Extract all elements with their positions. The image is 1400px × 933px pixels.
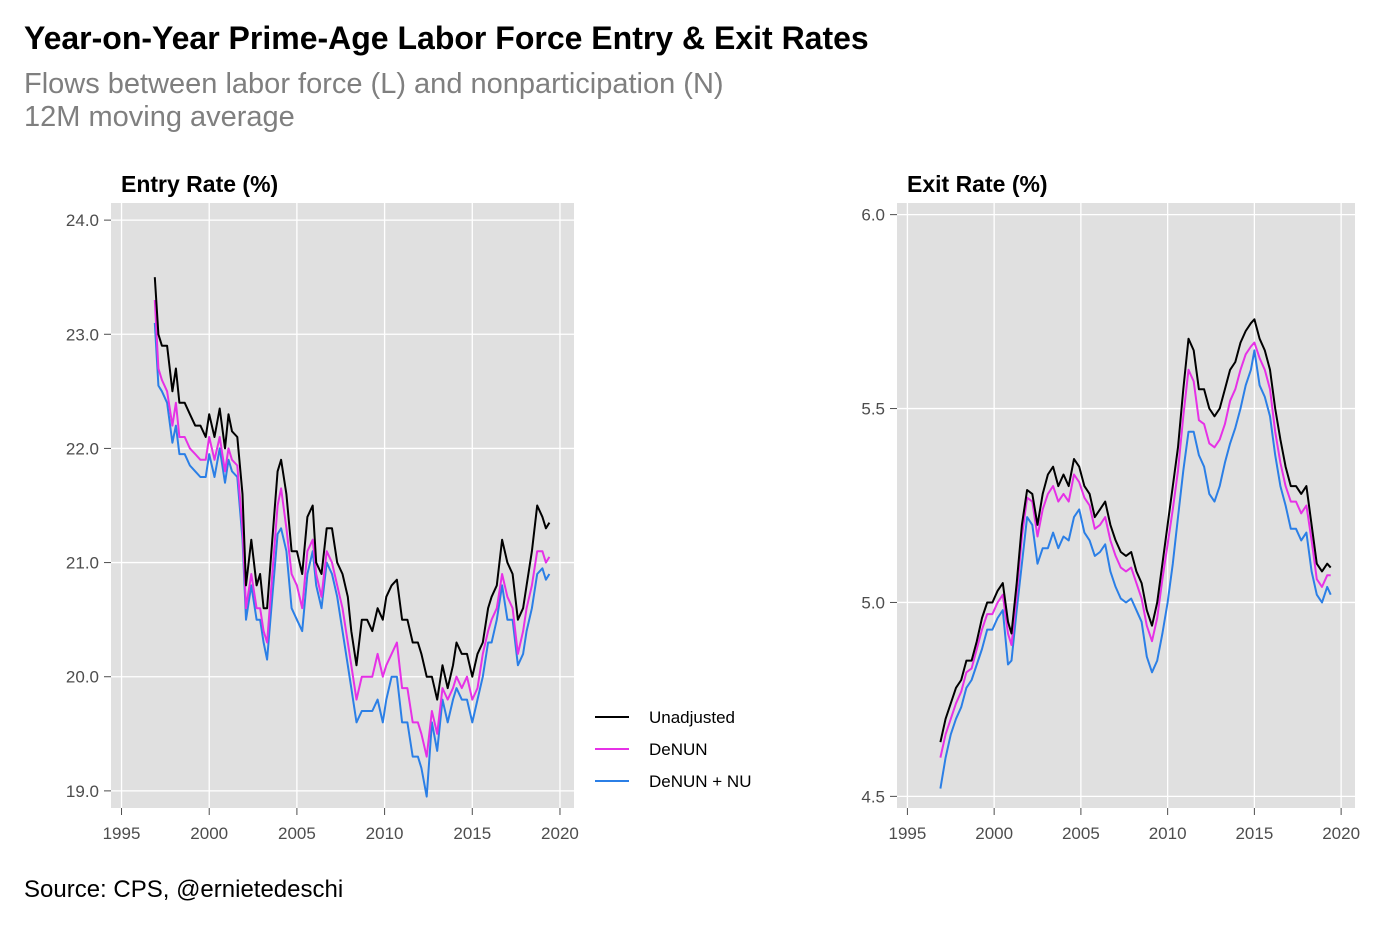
- panel-2-x-tick-label: 2020: [1322, 824, 1360, 843]
- panel-2-x-tick-label: 2000: [975, 824, 1013, 843]
- panel-2-y-tick-label: 4.5: [861, 787, 885, 806]
- panel-1-x-tick-label: 2010: [366, 824, 404, 843]
- panel-1-x-tick-label: 2015: [453, 824, 491, 843]
- panel-1-x-tick-label: 2000: [190, 824, 228, 843]
- panel-1-y-tick-label: 23.0: [66, 325, 99, 344]
- chart-title: Year-on-Year Prime-Age Labor Force Entry…: [24, 20, 869, 56]
- panel-2: 4.5 5.0 5.5 6.0 1995 2000 2005 2010 2015 2020 Exit…: [861, 171, 1360, 843]
- panel-1: 19.0 20.0 21.0 22.0 23.0 24.0 1995 2000 2005 2010…: [66, 171, 579, 843]
- subtitle-line-2: 12M moving average: [24, 101, 295, 133]
- legend-label-unadjusted: Unadjusted: [649, 708, 735, 727]
- panel-1-series-denun: [153, 299, 551, 758]
- panel-2-x-tick-label: 2010: [1149, 824, 1187, 843]
- panel-2-x-tick-label: 2005: [1062, 824, 1100, 843]
- panel-2-title: Exit Rate (%): [907, 171, 1048, 197]
- panel-1-series-denun-nu: [153, 322, 551, 798]
- panel-2-x-tick-label: 1995: [888, 824, 926, 843]
- panel-1-y-tick-label: 21.0: [66, 554, 99, 573]
- panel-1-background: [111, 203, 574, 808]
- chart-subtitle: Flows between labor force (L) and nonpar…: [24, 68, 724, 134]
- panel-1-y-tick-label: 20.0: [66, 668, 99, 687]
- panel-2-series-denun-nu: [939, 349, 1332, 789]
- panel-1-x-tick-label: 2005: [278, 824, 316, 843]
- subtitle-line-1: Flows between labor force (L) and nonpar…: [24, 68, 724, 100]
- panel-2-y-tick-label: 6.0: [861, 206, 885, 225]
- panel-1-x-tick-label: 2020: [541, 824, 579, 843]
- panel-2-background: [897, 203, 1355, 808]
- panel-1-y-tick-label: 19.0: [66, 782, 99, 801]
- legend-label-denun: DeNUN: [649, 740, 708, 759]
- source-note: Source: CPS, @ernietedeschi: [24, 876, 344, 903]
- panel-2-y-tick-label: 5.0: [861, 593, 885, 612]
- panel-1-title: Entry Rate (%): [121, 171, 278, 197]
- panel-1-series-unadjusted: [153, 277, 551, 701]
- panel-2-x-tick-label: 2015: [1235, 824, 1273, 843]
- panel-1-x-tick-label: 1995: [103, 824, 141, 843]
- legend-label-denun-nu: DeNUN + NU: [649, 772, 752, 791]
- panel-2-y-tick-label: 5.5: [861, 400, 885, 419]
- legend: Unadjusted DeNUN DeNUN + NU: [595, 708, 752, 791]
- panel-2-series-denun: [939, 341, 1331, 758]
- panel-1-y-tick-label: 24.0: [66, 211, 99, 230]
- panel-1-y-tick-label: 22.0: [66, 439, 99, 458]
- panel-2-series-unadjusted: [939, 318, 1332, 743]
